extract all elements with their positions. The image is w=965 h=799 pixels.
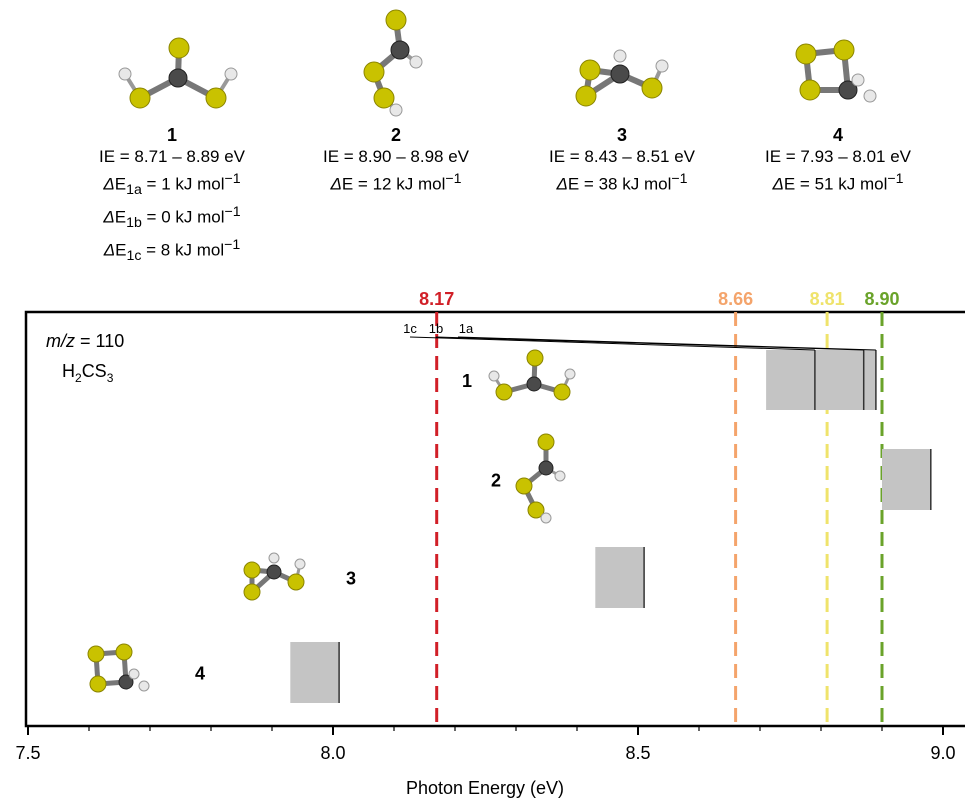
isomer-2-info: 2 IE = 8.90 – 8.98 eV ΔE = 12 kJ mol−1 bbox=[296, 124, 496, 196]
isomer-number: 3 bbox=[616, 125, 627, 145]
isomer-2-small-structure bbox=[515, 433, 566, 524]
relative-energy-1c: ΔE1c = 8 kJ mol−1 bbox=[103, 237, 241, 265]
relative-energy: ΔE = 51 kJ mol−1 bbox=[772, 171, 904, 194]
photon-energy-label: 8.66 bbox=[718, 289, 753, 309]
isomer-4-info: 4 IE = 7.93 – 8.01 eV ΔE = 51 kJ mol−1 bbox=[738, 124, 938, 196]
isomer-4-structure bbox=[795, 39, 877, 103]
conformer-leader-line bbox=[457, 336, 876, 351]
formula-label: H2CS3 bbox=[62, 361, 114, 385]
x-tick-label: 8.0 bbox=[320, 743, 345, 763]
mz-label: m/z = 110 bbox=[46, 331, 124, 351]
isomer-1-small-structure bbox=[488, 349, 576, 401]
relative-energy: ΔE = 12 kJ mol−1 bbox=[330, 171, 462, 194]
isomer-label: 2 bbox=[491, 471, 501, 491]
isomer-3-info: 3 IE = 8.43 – 8.51 eV ΔE = 38 kJ mol−1 bbox=[522, 124, 722, 196]
ionization-energy: IE = 7.93 – 8.01 eV bbox=[764, 147, 912, 166]
ie-range-box bbox=[882, 449, 931, 510]
isomer-2-structure bbox=[363, 9, 423, 117]
isomer-3-small-structure bbox=[243, 552, 306, 601]
conformer-label: 1b bbox=[429, 321, 443, 336]
isomer-number: 1 bbox=[166, 125, 177, 145]
x-axis-label: Photon Energy (eV) bbox=[406, 778, 564, 798]
ie-range-box bbox=[595, 547, 645, 608]
conformer-label: 1a bbox=[459, 321, 474, 336]
conformer-label: 1c bbox=[403, 321, 417, 336]
conformer-leader-line bbox=[409, 336, 815, 351]
relative-energy-1b: ΔE1b = 0 kJ mol−1 bbox=[103, 204, 241, 232]
photon-energy-label: 8.81 bbox=[810, 289, 845, 309]
x-tick-label: 8.5 bbox=[625, 743, 650, 763]
photon-energy-label: 8.90 bbox=[864, 289, 899, 309]
isomer-label: 3 bbox=[346, 569, 356, 589]
relative-energy-1a: ΔE1a = 1 kJ mol−1 bbox=[103, 171, 241, 199]
isomer-1-structure bbox=[118, 37, 238, 109]
isomer-3-structure bbox=[575, 49, 669, 107]
ionization-energy: IE = 8.90 – 8.98 eV bbox=[322, 147, 470, 166]
relative-energy: ΔE = 38 kJ mol−1 bbox=[556, 171, 688, 194]
x-tick-label: 7.5 bbox=[15, 743, 40, 763]
ionization-energy: IE = 8.71 – 8.89 eV bbox=[98, 147, 246, 166]
isomer-number: 4 bbox=[832, 125, 843, 145]
plot-frame bbox=[24, 310, 965, 728]
photon-energy-label: 8.17 bbox=[419, 289, 454, 309]
x-tick-label: 9.0 bbox=[930, 743, 955, 763]
isomer-1-info: 1 IE = 8.71 – 8.89 eV ΔE1a = 1 kJ mol−1 … bbox=[72, 124, 272, 267]
isomer-panel: 1 IE = 8.71 – 8.89 eV ΔE1a = 1 kJ mol−1 … bbox=[0, 0, 965, 280]
isomer-label: 1 bbox=[462, 371, 472, 391]
ionization-energy: IE = 8.43 – 8.51 eV bbox=[548, 147, 696, 166]
isomer-4-small-structure bbox=[87, 643, 150, 693]
isomer-label: 4 bbox=[195, 664, 205, 684]
isomer-number: 2 bbox=[390, 125, 401, 145]
ie-range-box bbox=[290, 642, 340, 703]
ie-range-box bbox=[766, 350, 876, 410]
